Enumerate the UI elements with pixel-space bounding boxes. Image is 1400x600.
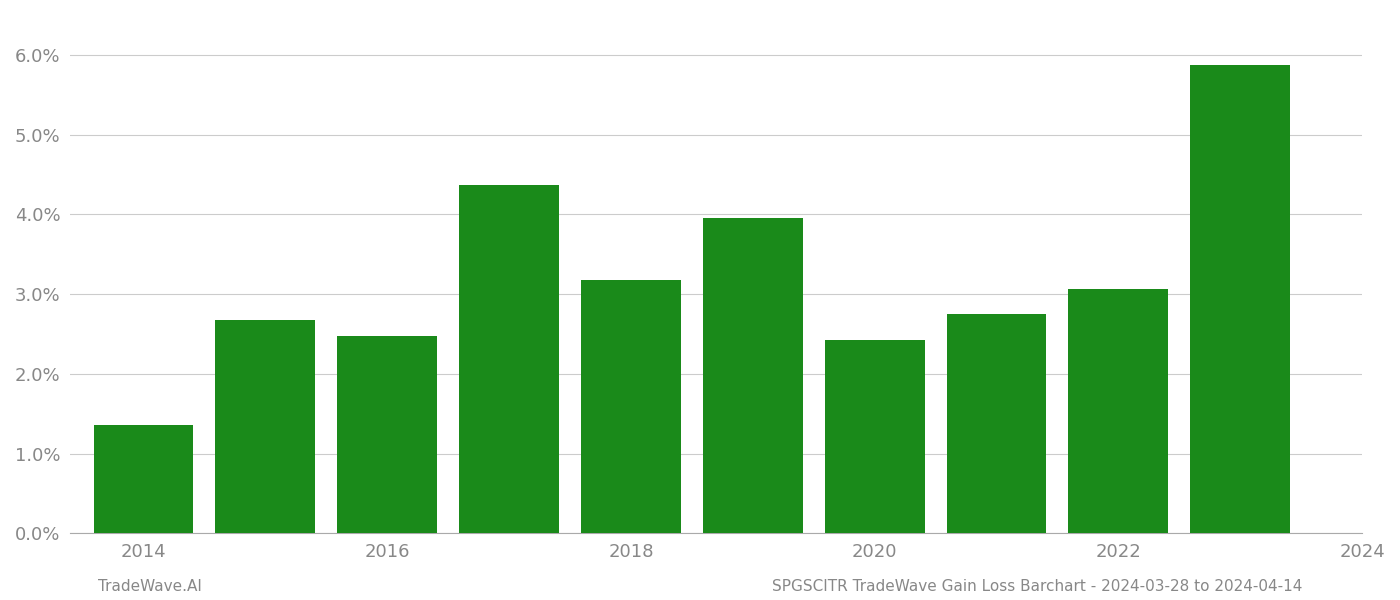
- Bar: [946, 314, 1046, 533]
- Bar: [1068, 289, 1169, 533]
- Text: SPGSCITR TradeWave Gain Loss Barchart - 2024-03-28 to 2024-04-14: SPGSCITR TradeWave Gain Loss Barchart - …: [771, 579, 1302, 594]
- Bar: [216, 320, 315, 533]
- Bar: [1190, 65, 1291, 533]
- Bar: [459, 185, 559, 533]
- Bar: [703, 218, 802, 533]
- Bar: [94, 425, 193, 533]
- Bar: [825, 340, 924, 533]
- Bar: [337, 337, 437, 533]
- Bar: [581, 280, 680, 533]
- Text: TradeWave.AI: TradeWave.AI: [98, 579, 202, 594]
